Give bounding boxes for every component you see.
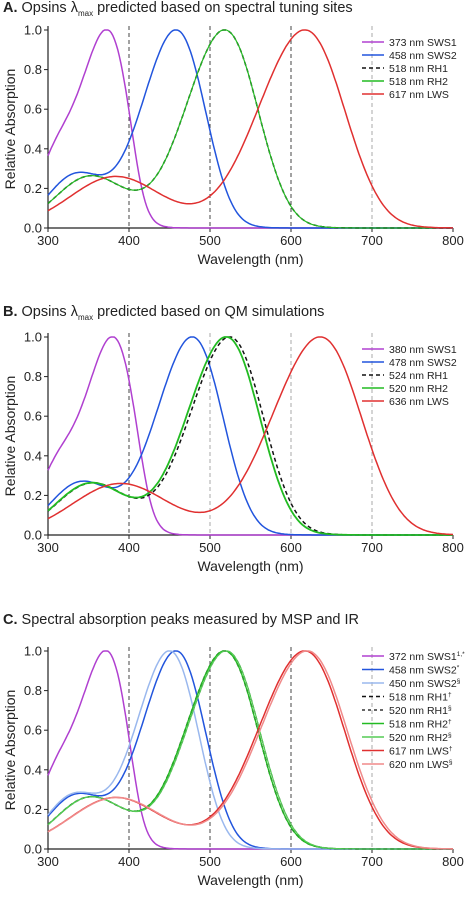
y-tick-label: 1.0 — [24, 644, 42, 659]
panel-letter: B. — [3, 304, 18, 320]
legend-superscript: § — [457, 678, 461, 685]
x-tick-label: 500 — [199, 540, 221, 555]
x-tick-label: 500 — [199, 233, 221, 248]
y-tick-label: 0.6 — [24, 723, 42, 738]
y-tick-label: 0.2 — [24, 802, 42, 817]
panel-c: C. Spectral absorption peaks measured by… — [0, 612, 474, 911]
legend-superscript: § — [448, 732, 452, 739]
legend-label: 520 nm RH2§ — [389, 732, 452, 744]
y-tick-label: 0.8 — [24, 62, 42, 77]
y-tick-label: 0.4 — [24, 448, 42, 463]
y-tick-label: 0.8 — [24, 683, 42, 698]
series-line-3 — [47, 29, 453, 229]
panel-title: B. Opsins λmax predicted based on QM sim… — [3, 304, 324, 322]
title-text-tail: predicted based on spectral tuning sites — [93, 0, 353, 16]
legend-label: 450 nm SWS2§ — [389, 678, 461, 690]
y-tick-label: 0.0 — [24, 528, 42, 543]
legend-label: 458 nm SWS2* — [389, 665, 460, 677]
series-line-6 — [47, 650, 453, 850]
legend-superscript: † — [449, 746, 453, 753]
x-tick-label: 600 — [280, 540, 302, 555]
series-line-3 — [47, 336, 453, 536]
x-tick-label: 300 — [37, 233, 59, 248]
y-tick-label: 0.6 — [24, 409, 42, 424]
x-axis-label: Wavelength (nm) — [197, 872, 303, 888]
panel-letter: C. — [3, 612, 18, 628]
y-tick-label: 0.8 — [24, 369, 42, 384]
legend-label: 617 nm LWS† — [389, 746, 453, 758]
legend-label: 636 nm LWS — [389, 396, 449, 408]
title-text: Opsins λ — [21, 304, 78, 320]
x-tick-label: 400 — [118, 233, 140, 248]
x-tick-label: 600 — [280, 854, 302, 869]
legend-label: 620 nm LWS§ — [389, 759, 453, 771]
legend-label: 458 nm SWS2 — [389, 50, 457, 62]
y-tick-label: 0.4 — [24, 141, 42, 156]
legend-label: 518 nm RH1† — [389, 692, 452, 704]
title-text-tail: predicted based on QM simulations — [93, 304, 325, 320]
y-tick-label: 1.0 — [24, 23, 42, 38]
x-tick-label: 700 — [361, 854, 383, 869]
chart-c: 300 400 500 600 700 800 0.0 0.2 0.4 0.6 0.8 1.0 Wave… — [2, 644, 465, 889]
y-tick-label: 0.0 — [24, 842, 42, 857]
title-text: Opsins λ — [21, 0, 78, 16]
legend-superscript: † — [448, 692, 452, 699]
y-tick-label: 0.0 — [24, 221, 42, 236]
legend-label: 518 nm RH2 — [389, 76, 448, 88]
x-tick-label: 400 — [118, 540, 140, 555]
chart-a: 300 400 500 600 700 800 0.0 0.2 0.4 0.6 0.8 1.0 Wave… — [2, 23, 464, 268]
panel-letter: A. — [3, 0, 18, 16]
y-tick-label: 0.2 — [24, 488, 42, 503]
panel-b: B. Opsins λmax predicted based on QM sim… — [0, 304, 474, 603]
legend-superscript: § — [449, 759, 453, 766]
x-tick-label: 800 — [442, 233, 464, 248]
x-axis-label: Wavelength (nm) — [197, 251, 303, 267]
y-tick-label: 1.0 — [24, 330, 42, 345]
series-line-4 — [47, 29, 453, 229]
panel-title: C. Spectral absorption peaks measured by… — [3, 612, 359, 628]
legend-label: 518 nm RH2† — [389, 719, 452, 731]
y-tick-label: 0.2 — [24, 181, 42, 196]
y-axis-label: Relative Absorption — [2, 376, 18, 497]
legend-label: 518 nm RH1 — [389, 63, 448, 75]
panel-title: A. Opsins λmax predicted based on spectr… — [3, 0, 353, 18]
panel-a: A. Opsins λmax predicted based on spectr… — [0, 0, 474, 299]
legend-label: 380 nm SWS1 — [389, 344, 457, 356]
x-tick-label: 800 — [442, 540, 464, 555]
x-tick-label: 400 — [118, 854, 140, 869]
y-tick-label: 0.4 — [24, 762, 42, 777]
x-tick-label: 700 — [361, 233, 383, 248]
series-line-4 — [47, 336, 454, 536]
x-axis-label: Wavelength (nm) — [197, 558, 303, 574]
x-tick-label: 600 — [280, 233, 302, 248]
title-subscript: max — [77, 312, 94, 322]
x-tick-label: 800 — [442, 854, 464, 869]
legend-label: 478 nm SWS2 — [389, 357, 457, 369]
y-axis-label: Relative Absorption — [2, 690, 18, 811]
title-text: Spectral absorption peaks measured by MS… — [21, 612, 359, 628]
x-tick-label: 700 — [361, 540, 383, 555]
x-tick-label: 300 — [37, 540, 59, 555]
legend-label: 520 nm RH2 — [389, 383, 448, 395]
x-tick-label: 500 — [199, 854, 221, 869]
legend-superscript: † — [448, 719, 452, 726]
chart-b: 300 400 500 600 700 800 0.0 0.2 0.4 0.6 0.8 1.0 Wave… — [2, 330, 464, 575]
legend-label: 373 nm SWS1 — [389, 37, 457, 49]
title-subscript: max — [77, 8, 94, 18]
y-tick-label: 0.6 — [24, 102, 42, 117]
legend-label: 372 nm SWS11,* — [389, 651, 465, 663]
x-tick-label: 300 — [37, 854, 59, 869]
legend-superscript: 1,* — [457, 651, 465, 658]
legend-label: 524 nm RH1 — [389, 370, 448, 382]
legend-label: 617 nm LWS — [389, 89, 449, 101]
legend-superscript: § — [448, 705, 452, 712]
y-axis-label: Relative Absorption — [2, 69, 18, 190]
series-line-8 — [47, 650, 453, 850]
legend-label: 520 nm RH1§ — [389, 705, 452, 717]
legend-superscript: * — [457, 665, 460, 672]
